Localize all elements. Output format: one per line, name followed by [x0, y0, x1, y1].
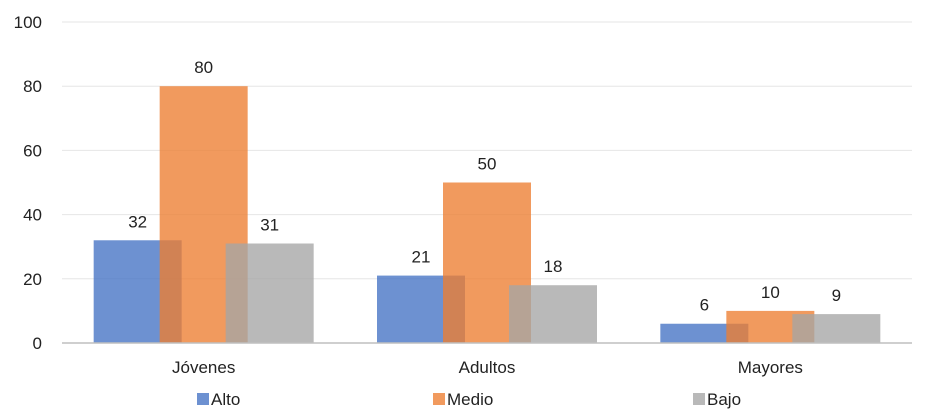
category-label: Mayores	[738, 358, 803, 377]
data-label: 6	[700, 296, 709, 315]
bar-bajo-1	[509, 285, 597, 343]
legend-label-medio: Medio	[447, 390, 493, 409]
legend-label-bajo: Bajo	[707, 390, 741, 409]
data-label: 50	[478, 155, 497, 174]
y-tick-label: 60	[23, 141, 42, 160]
legend-swatch-bajo	[693, 393, 705, 405]
legend-swatch-alto	[197, 393, 209, 405]
bar-bajo-2	[792, 314, 881, 343]
legend: Alto Medio Bajo	[197, 390, 741, 409]
y-axis: 0 20 40 60 80 100	[14, 13, 42, 353]
legend-label-alto: Alto	[211, 390, 240, 409]
y-tick-label: 0	[33, 334, 42, 353]
y-tick-label: 100	[14, 13, 42, 32]
data-labels: 32 80 31 21 50 18 6 10 9	[128, 58, 841, 315]
legend-swatch-medio	[433, 393, 445, 405]
bar-bajo-0	[225, 243, 314, 343]
data-label: 10	[761, 283, 780, 302]
data-label: 32	[128, 212, 147, 231]
category-label: Jóvenes	[172, 358, 235, 377]
y-tick-label: 80	[23, 77, 42, 96]
y-tick-label: 20	[23, 270, 42, 289]
data-label: 9	[832, 286, 841, 305]
data-label: 80	[194, 58, 213, 77]
data-label: 21	[412, 248, 431, 267]
bars	[93, 86, 881, 343]
data-label: 18	[544, 257, 563, 276]
category-label: Adultos	[459, 358, 516, 377]
y-tick-label: 40	[23, 206, 42, 225]
category-labels: Jóvenes Adultos Mayores	[172, 358, 803, 377]
data-label: 31	[260, 215, 279, 234]
